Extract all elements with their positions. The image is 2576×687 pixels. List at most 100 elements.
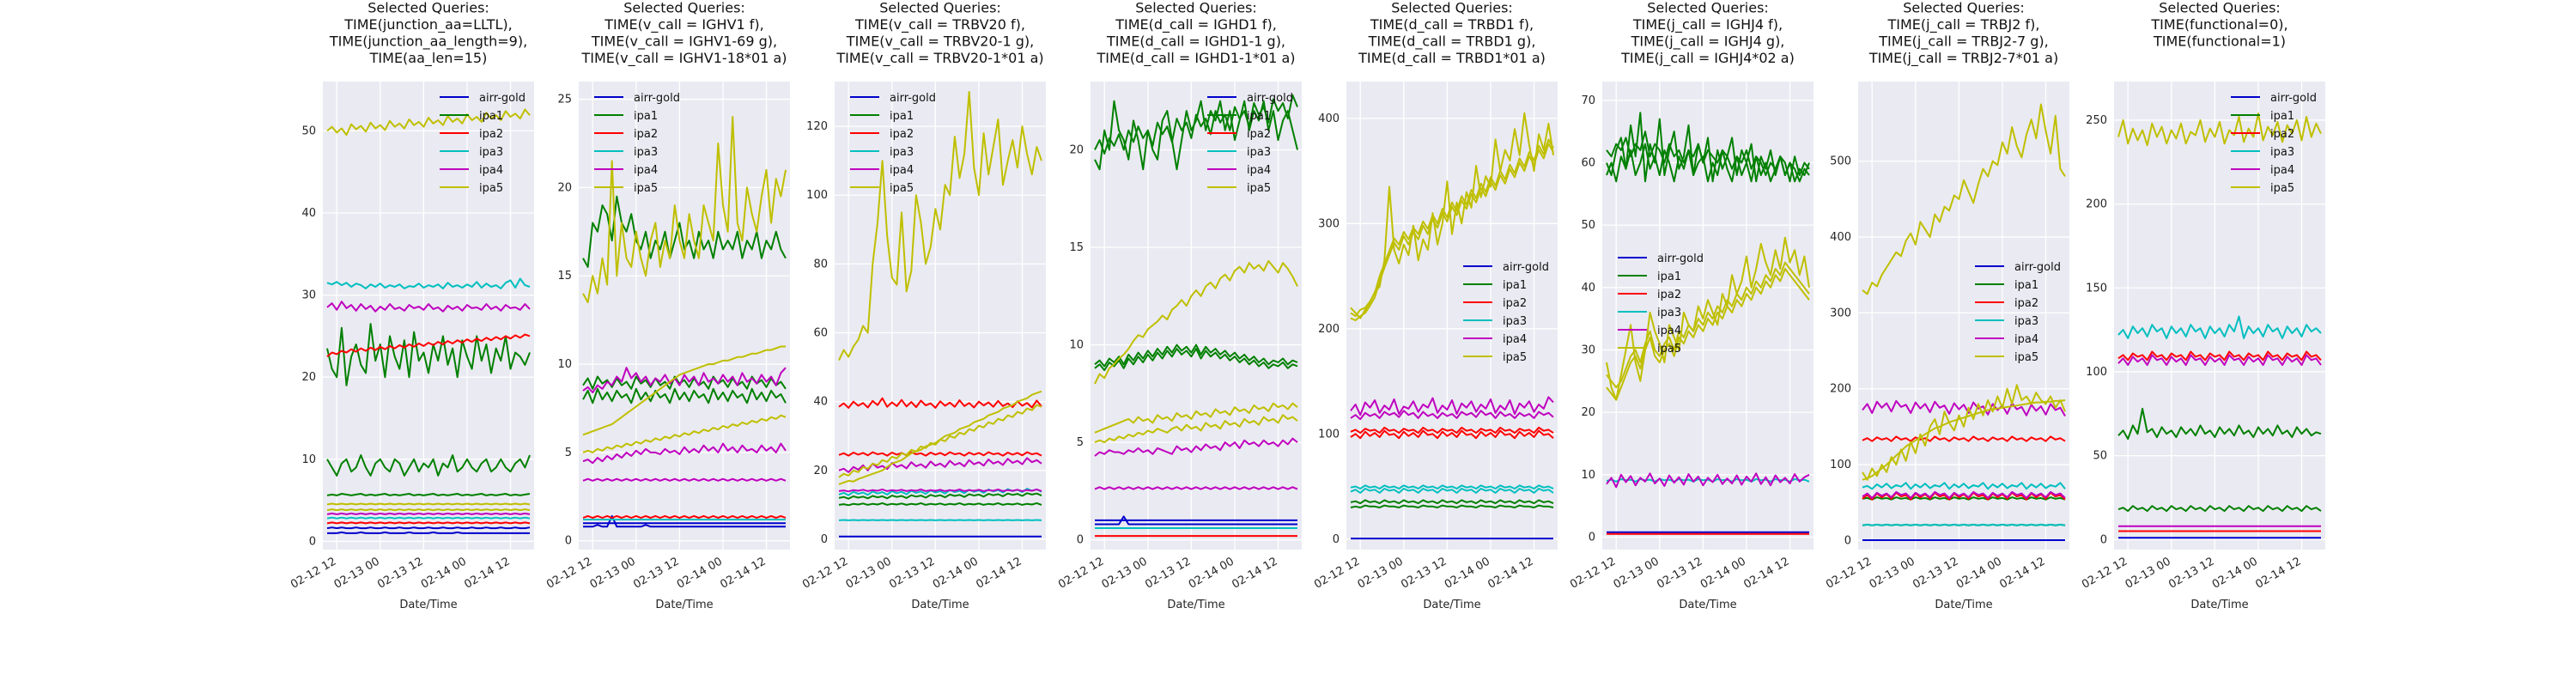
series-line-ipa5 bbox=[1862, 103, 2066, 295]
series-line-ipa1 bbox=[1094, 344, 1298, 368]
series-line-ipa4 bbox=[582, 442, 787, 465]
chart-title-line: TIME(functional=1) bbox=[2153, 33, 2286, 50]
x-tick-label: 02-13 00 bbox=[844, 555, 894, 591]
x-tick-label: 02-14 12 bbox=[974, 555, 1024, 591]
series-line-ipa5 bbox=[582, 345, 786, 436]
legend-label: airr-gold bbox=[2270, 92, 2317, 105]
legend-label: ipa1 bbox=[2270, 110, 2294, 123]
chart-title-line: Selected Queries: bbox=[1647, 0, 1769, 16]
y-tick-label: 300 bbox=[1830, 307, 1851, 319]
series-line-ipa4 bbox=[838, 488, 1042, 493]
legend-label: ipa5 bbox=[634, 182, 658, 195]
legend-label: ipa4 bbox=[890, 164, 914, 177]
y-tick-label: 100 bbox=[2086, 366, 2107, 379]
series-line-ipa2 bbox=[326, 521, 531, 525]
x-tick-label: 02-14 00 bbox=[675, 555, 725, 591]
legend: airr-gold ipa1 ipa2 ipa3 ipa4 ipa5 bbox=[1618, 252, 1704, 356]
y-tick-label: 70 bbox=[1581, 94, 1595, 107]
legend-label: ipa3 bbox=[634, 146, 658, 159]
legend-label: ipa3 bbox=[2014, 315, 2038, 328]
series-line-ipa3 bbox=[1350, 488, 1554, 494]
y-tick-label: 10 bbox=[1581, 469, 1595, 482]
y-tick-label: 25 bbox=[557, 94, 572, 106]
y-tick-label: 80 bbox=[813, 258, 828, 271]
series-line-ipa5 bbox=[1606, 268, 1810, 401]
y-tick-label: 0 bbox=[821, 533, 828, 546]
chart-title-line: Selected Queries: bbox=[1903, 0, 2025, 16]
y-tick-label: 0 bbox=[1844, 534, 1851, 547]
y-tick-label: 100 bbox=[1830, 459, 1851, 471]
legend-label: ipa1 bbox=[2014, 279, 2038, 292]
legend-label: airr-gold bbox=[2014, 261, 2061, 274]
series-line-ipa1 bbox=[326, 323, 531, 386]
series-line-ipa5 bbox=[1094, 259, 1298, 385]
y-tick-label: 100 bbox=[806, 189, 828, 202]
chart-title-line: Selected Queries: bbox=[2159, 0, 2281, 16]
legend-label: airr-gold bbox=[634, 92, 680, 105]
series-line-ipa3 bbox=[1350, 484, 1554, 489]
x-tick-label: 02-14 00 bbox=[2210, 555, 2260, 591]
legend-label: ipa2 bbox=[634, 128, 658, 141]
series-line-ipa4 bbox=[582, 367, 787, 393]
y-tick-label: 0 bbox=[1077, 534, 1084, 547]
x-axis-label: Date/Time bbox=[1167, 599, 1224, 611]
y-tick-label: 400 bbox=[1830, 231, 1851, 244]
x-tick-label: 02-14 12 bbox=[1485, 555, 1535, 591]
series-line-ipa5 bbox=[1350, 112, 1554, 319]
x-tick-label: 02-12 12 bbox=[2080, 555, 2129, 591]
y-tick-label: 5 bbox=[565, 447, 572, 459]
series-line-ipa1 bbox=[838, 492, 1042, 500]
series-line-ipa4 bbox=[1606, 472, 1810, 489]
series-line-ipa3 bbox=[326, 516, 531, 520]
plot-area bbox=[1858, 82, 2069, 550]
legend-label: ipa1 bbox=[634, 110, 658, 123]
legend-label: ipa4 bbox=[479, 164, 503, 177]
y-tick-label: 200 bbox=[2086, 198, 2107, 211]
y-tick-label: 400 bbox=[1318, 112, 1340, 125]
series-line-ipa1 bbox=[326, 454, 531, 477]
chart-title-line: Selected Queries: bbox=[368, 0, 489, 16]
legend-label: ipa4 bbox=[1503, 333, 1527, 346]
chart-title-line: TIME(v_call = TRBV20-1 g), bbox=[846, 33, 1034, 51]
x-tick-label: 02-13 00 bbox=[2123, 555, 2173, 591]
series-line-ipa1 bbox=[1094, 94, 1298, 155]
series-line-ipa2 bbox=[2117, 350, 2322, 362]
legend-label: ipa2 bbox=[890, 128, 914, 141]
x-axis-label: Date/Time bbox=[1679, 599, 1736, 611]
series-line-ipa4 bbox=[1094, 437, 1298, 457]
legend: airr-gold ipa1 ipa2 ipa3 ipa4 ipa5 bbox=[2231, 92, 2317, 195]
series-line-ipa1 bbox=[1094, 100, 1298, 171]
plot-area bbox=[2114, 82, 2325, 550]
legend-label: ipa2 bbox=[1503, 297, 1527, 310]
legend-label: airr-gold bbox=[479, 92, 526, 105]
series-line-ipa1 bbox=[1350, 504, 1554, 508]
series-line-airr-gold bbox=[583, 514, 786, 528]
legend-label: ipa1 bbox=[890, 110, 914, 123]
x-tick-label: 02-13 12 bbox=[2166, 555, 2216, 591]
legend-label: airr-gold bbox=[1503, 261, 1549, 274]
y-tick-label: 40 bbox=[1581, 282, 1595, 295]
x-tick-label: 02-14 00 bbox=[1187, 555, 1236, 591]
y-tick-label: 150 bbox=[2086, 282, 2107, 295]
legend: airr-gold ipa1 ipa2 ipa3 ipa4 ipa5 bbox=[1207, 92, 1293, 195]
series-line-ipa5 bbox=[1606, 261, 1810, 389]
chart-title-line: Selected Queries: bbox=[1135, 0, 1257, 16]
legend-label: ipa5 bbox=[2270, 182, 2294, 195]
legend-label: airr-gold bbox=[1657, 252, 1704, 265]
legend-label: ipa5 bbox=[2014, 351, 2038, 364]
y-tick-label: 60 bbox=[813, 327, 828, 340]
series-line-ipa4 bbox=[1094, 486, 1298, 490]
y-tick-label: 30 bbox=[301, 289, 316, 302]
x-tick-label: 02-12 12 bbox=[800, 555, 850, 591]
x-axis-label: Date/Time bbox=[1423, 599, 1480, 611]
legend-label: airr-gold bbox=[1247, 92, 1293, 105]
legend-label: ipa3 bbox=[1657, 307, 1681, 319]
x-axis-label: Date/Time bbox=[655, 599, 713, 611]
x-tick-label: 02-13 12 bbox=[887, 555, 937, 591]
y-tick-label: 0 bbox=[309, 535, 316, 548]
x-tick-label: 02-14 00 bbox=[1954, 555, 2004, 591]
legend-label: ipa5 bbox=[479, 182, 503, 195]
chart-title-line: TIME(j_call = TRBJ2 f), bbox=[1887, 16, 2040, 33]
